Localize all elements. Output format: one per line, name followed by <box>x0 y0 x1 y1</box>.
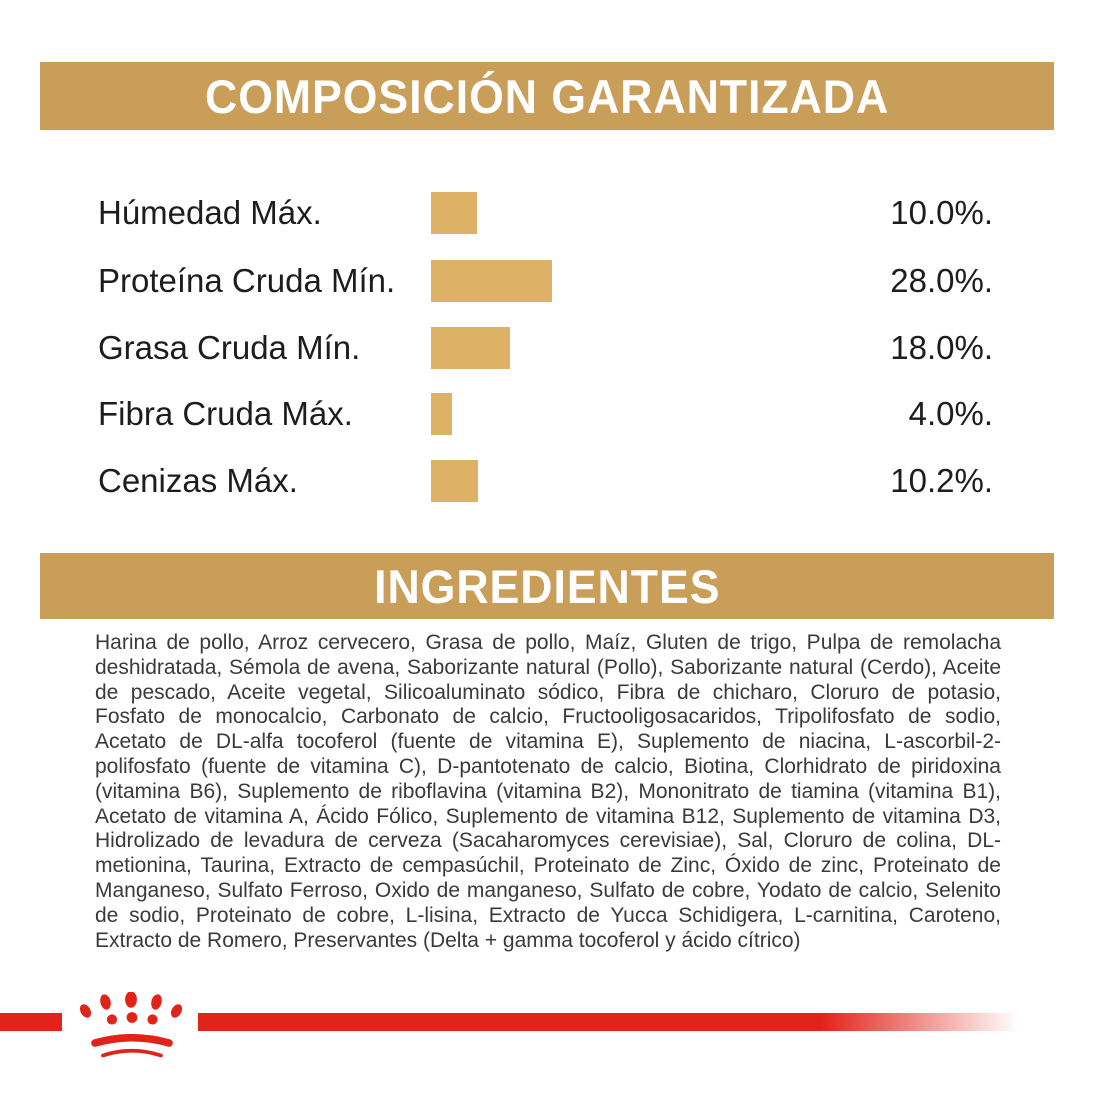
composition-row: Fibra Cruda Máx. 4.0%. <box>0 393 1094 435</box>
nutrient-label: Fibra Cruda Máx. <box>98 395 353 432</box>
nutrient-value: 4.0%. <box>908 395 993 432</box>
nutrient-bar <box>431 327 510 369</box>
nutrient-label: Proteína Cruda Mín. <box>98 262 396 299</box>
ingredients-title: INGREDIENTES <box>373 559 721 613</box>
composition-row: Cenizas Máx. 10.2%. <box>0 460 1094 502</box>
nutrient-bar <box>431 192 477 234</box>
composition-row: Proteína Cruda Mín. 28.0%. <box>0 260 1094 302</box>
composition-header-banner: COMPOSICIÓN GARANTIZADA <box>40 62 1054 130</box>
nutrient-bar <box>431 260 552 302</box>
nutrient-label: Grasa Cruda Mín. <box>98 329 361 366</box>
composition-title: COMPOSICIÓN GARANTIZADA <box>204 69 890 123</box>
nutrient-value: 18.0%. <box>890 329 993 366</box>
ingredients-text: Harina de pollo, Arroz cervecero, Grasa … <box>95 631 1001 952</box>
composition-row: Húmedad Máx. 10.0%. <box>0 192 1094 234</box>
red-stripe-right-segment <box>198 1013 1018 1031</box>
nutrient-value: 28.0%. <box>890 262 993 299</box>
nutrient-label: Húmedad Máx. <box>98 194 322 231</box>
nutrient-bar <box>431 393 452 435</box>
royal-canin-paw-icon <box>79 992 183 1058</box>
nutrient-value: 10.2%. <box>890 462 993 499</box>
nutrient-bar <box>431 460 478 502</box>
red-stripe-left-segment <box>0 1013 62 1031</box>
nutrient-label: Cenizas Máx. <box>98 462 298 499</box>
nutrient-value: 10.0%. <box>890 194 993 231</box>
ingredients-header-banner: INGREDIENTES <box>40 553 1054 619</box>
composition-row: Grasa Cruda Mín. 18.0%. <box>0 327 1094 369</box>
